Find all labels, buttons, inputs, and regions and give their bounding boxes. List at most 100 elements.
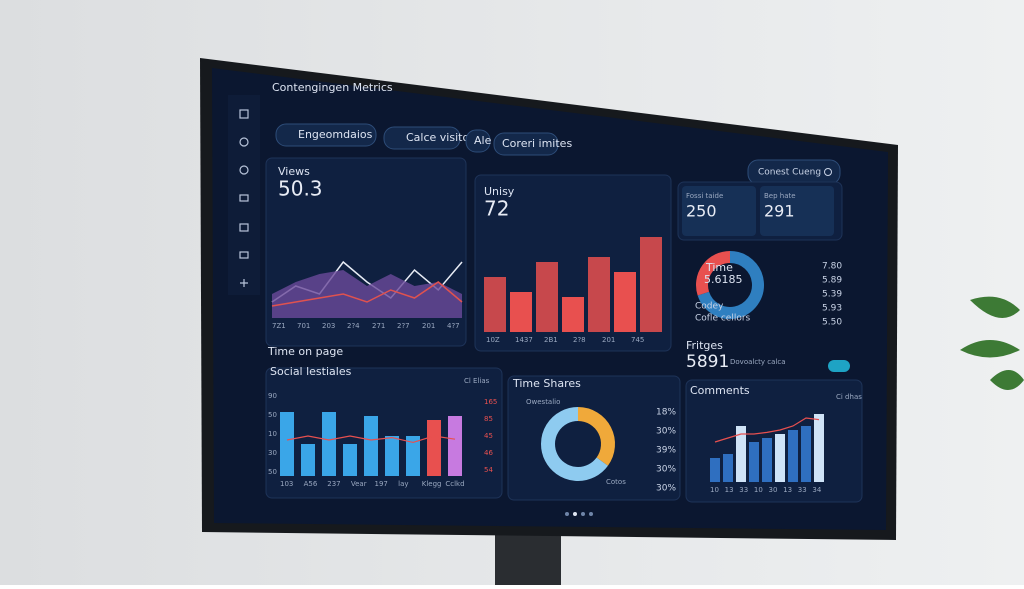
panel-label: Fritges (686, 339, 723, 352)
x-tick-label: 10Z (486, 336, 500, 344)
x-tick-label: lay (398, 480, 408, 488)
x-tick-label: 2?7 (397, 322, 410, 330)
section-label: Time on page (267, 345, 343, 358)
stat-card (760, 186, 834, 236)
x-tick-label: 7Z1 (272, 322, 286, 330)
tab-label: Calce visitors (406, 131, 480, 144)
bar (484, 277, 506, 332)
bar (614, 272, 636, 332)
x-tick-label: 197 (375, 480, 388, 488)
stat-label: Bep hate (764, 192, 796, 200)
bar (762, 438, 772, 482)
tab-label: Ale (474, 134, 492, 147)
y-tick-label: 30 (268, 449, 277, 457)
x-tick-label: 2B1 (544, 336, 558, 344)
metric-value: 72 (484, 197, 509, 221)
bar (280, 412, 294, 476)
bar (301, 444, 315, 476)
stat-value: 291 (764, 202, 795, 221)
tab[interactable] (465, 129, 491, 153)
pager (565, 512, 593, 516)
metric-note: Dovoalcty calca (730, 358, 786, 366)
bar (749, 442, 759, 482)
tab[interactable] (383, 126, 461, 150)
x-tick-label: 4?7 (447, 322, 460, 330)
line (714, 417, 820, 443)
bar (427, 420, 441, 476)
toggle[interactable] (828, 360, 850, 372)
legend: Cl Elias (464, 377, 490, 385)
side-value: 5.93 (822, 304, 842, 314)
sidebar-icons (239, 109, 249, 287)
bar (640, 237, 662, 332)
x-tick-label: 13 (783, 486, 792, 494)
tab[interactable] (275, 123, 377, 147)
panel-label: Time Shares (512, 377, 581, 390)
panel-label: Social lestiales (270, 365, 352, 378)
bar (788, 430, 798, 482)
x-tick-label: 203 (322, 322, 335, 330)
bar (510, 292, 532, 332)
x-tick-label: 1437 (515, 336, 533, 344)
x-tick-label: 34 (812, 486, 821, 494)
donut-caption: Cotos (606, 478, 626, 486)
bar (562, 297, 584, 332)
bar (723, 454, 733, 482)
area (272, 270, 462, 318)
bar (736, 426, 746, 482)
search-text: Conest Cueng (758, 168, 821, 178)
x-tick-label: 10 (710, 486, 719, 494)
donut-segment (541, 407, 608, 481)
x-tick-label: 271 (372, 322, 385, 330)
y2-tick-label: 85 (484, 415, 493, 423)
x-tick-label: A56 (304, 480, 318, 488)
percent-label: 30% (656, 427, 676, 437)
x-tick-label: 33 (739, 486, 748, 494)
stat-value: 250 (686, 202, 717, 221)
y2-tick-label: 54 (484, 466, 493, 474)
bar (814, 414, 824, 482)
donut-segment (697, 251, 764, 319)
x-tick-label: 30 (769, 486, 778, 494)
x-tick-label: 745 (631, 336, 644, 344)
bar (775, 434, 785, 482)
x-tick-label: 201 (602, 336, 615, 344)
bar (536, 262, 558, 332)
tab[interactable] (493, 132, 559, 156)
y-tick-label: 10 (268, 430, 277, 438)
tab-label: Engeomdaios (298, 128, 373, 141)
percent-label: 30% (656, 484, 676, 494)
bar (406, 436, 420, 476)
x-tick-label: 103 (280, 480, 293, 488)
metric-value: 50.3 (278, 177, 323, 201)
panel-label: Views (278, 165, 310, 178)
dashboard-title: Contengingen Metrics (272, 81, 393, 94)
gauge-caption: Codey (695, 302, 724, 312)
stand (495, 530, 561, 589)
percent-label: 39% (656, 446, 676, 456)
x-tick-label: 33 (798, 486, 807, 494)
search-icon (824, 168, 832, 176)
y2-tick-label: 45 (484, 432, 493, 440)
donut-caption: Owestalio (526, 398, 560, 406)
bar (343, 444, 357, 476)
line (286, 435, 456, 444)
x-tick-label: 701 (297, 322, 310, 330)
bar (364, 416, 378, 476)
x-tick-label: 237 (327, 480, 340, 488)
plant (960, 296, 1024, 390)
gauge-value: 5.6185 (704, 273, 743, 286)
side-value: 5.50 (822, 318, 842, 328)
bar (801, 426, 811, 482)
x-tick-label: 10 (754, 486, 763, 494)
y2-tick-label: 46 (484, 449, 493, 457)
x-tick-label: 201 (422, 322, 435, 330)
x-tick-label: 2?4 (347, 322, 360, 330)
percent-label: 30% (656, 465, 676, 475)
x-tick-label: 2?8 (573, 336, 586, 344)
y-tick-label: 90 (268, 392, 277, 400)
bar (710, 458, 720, 482)
